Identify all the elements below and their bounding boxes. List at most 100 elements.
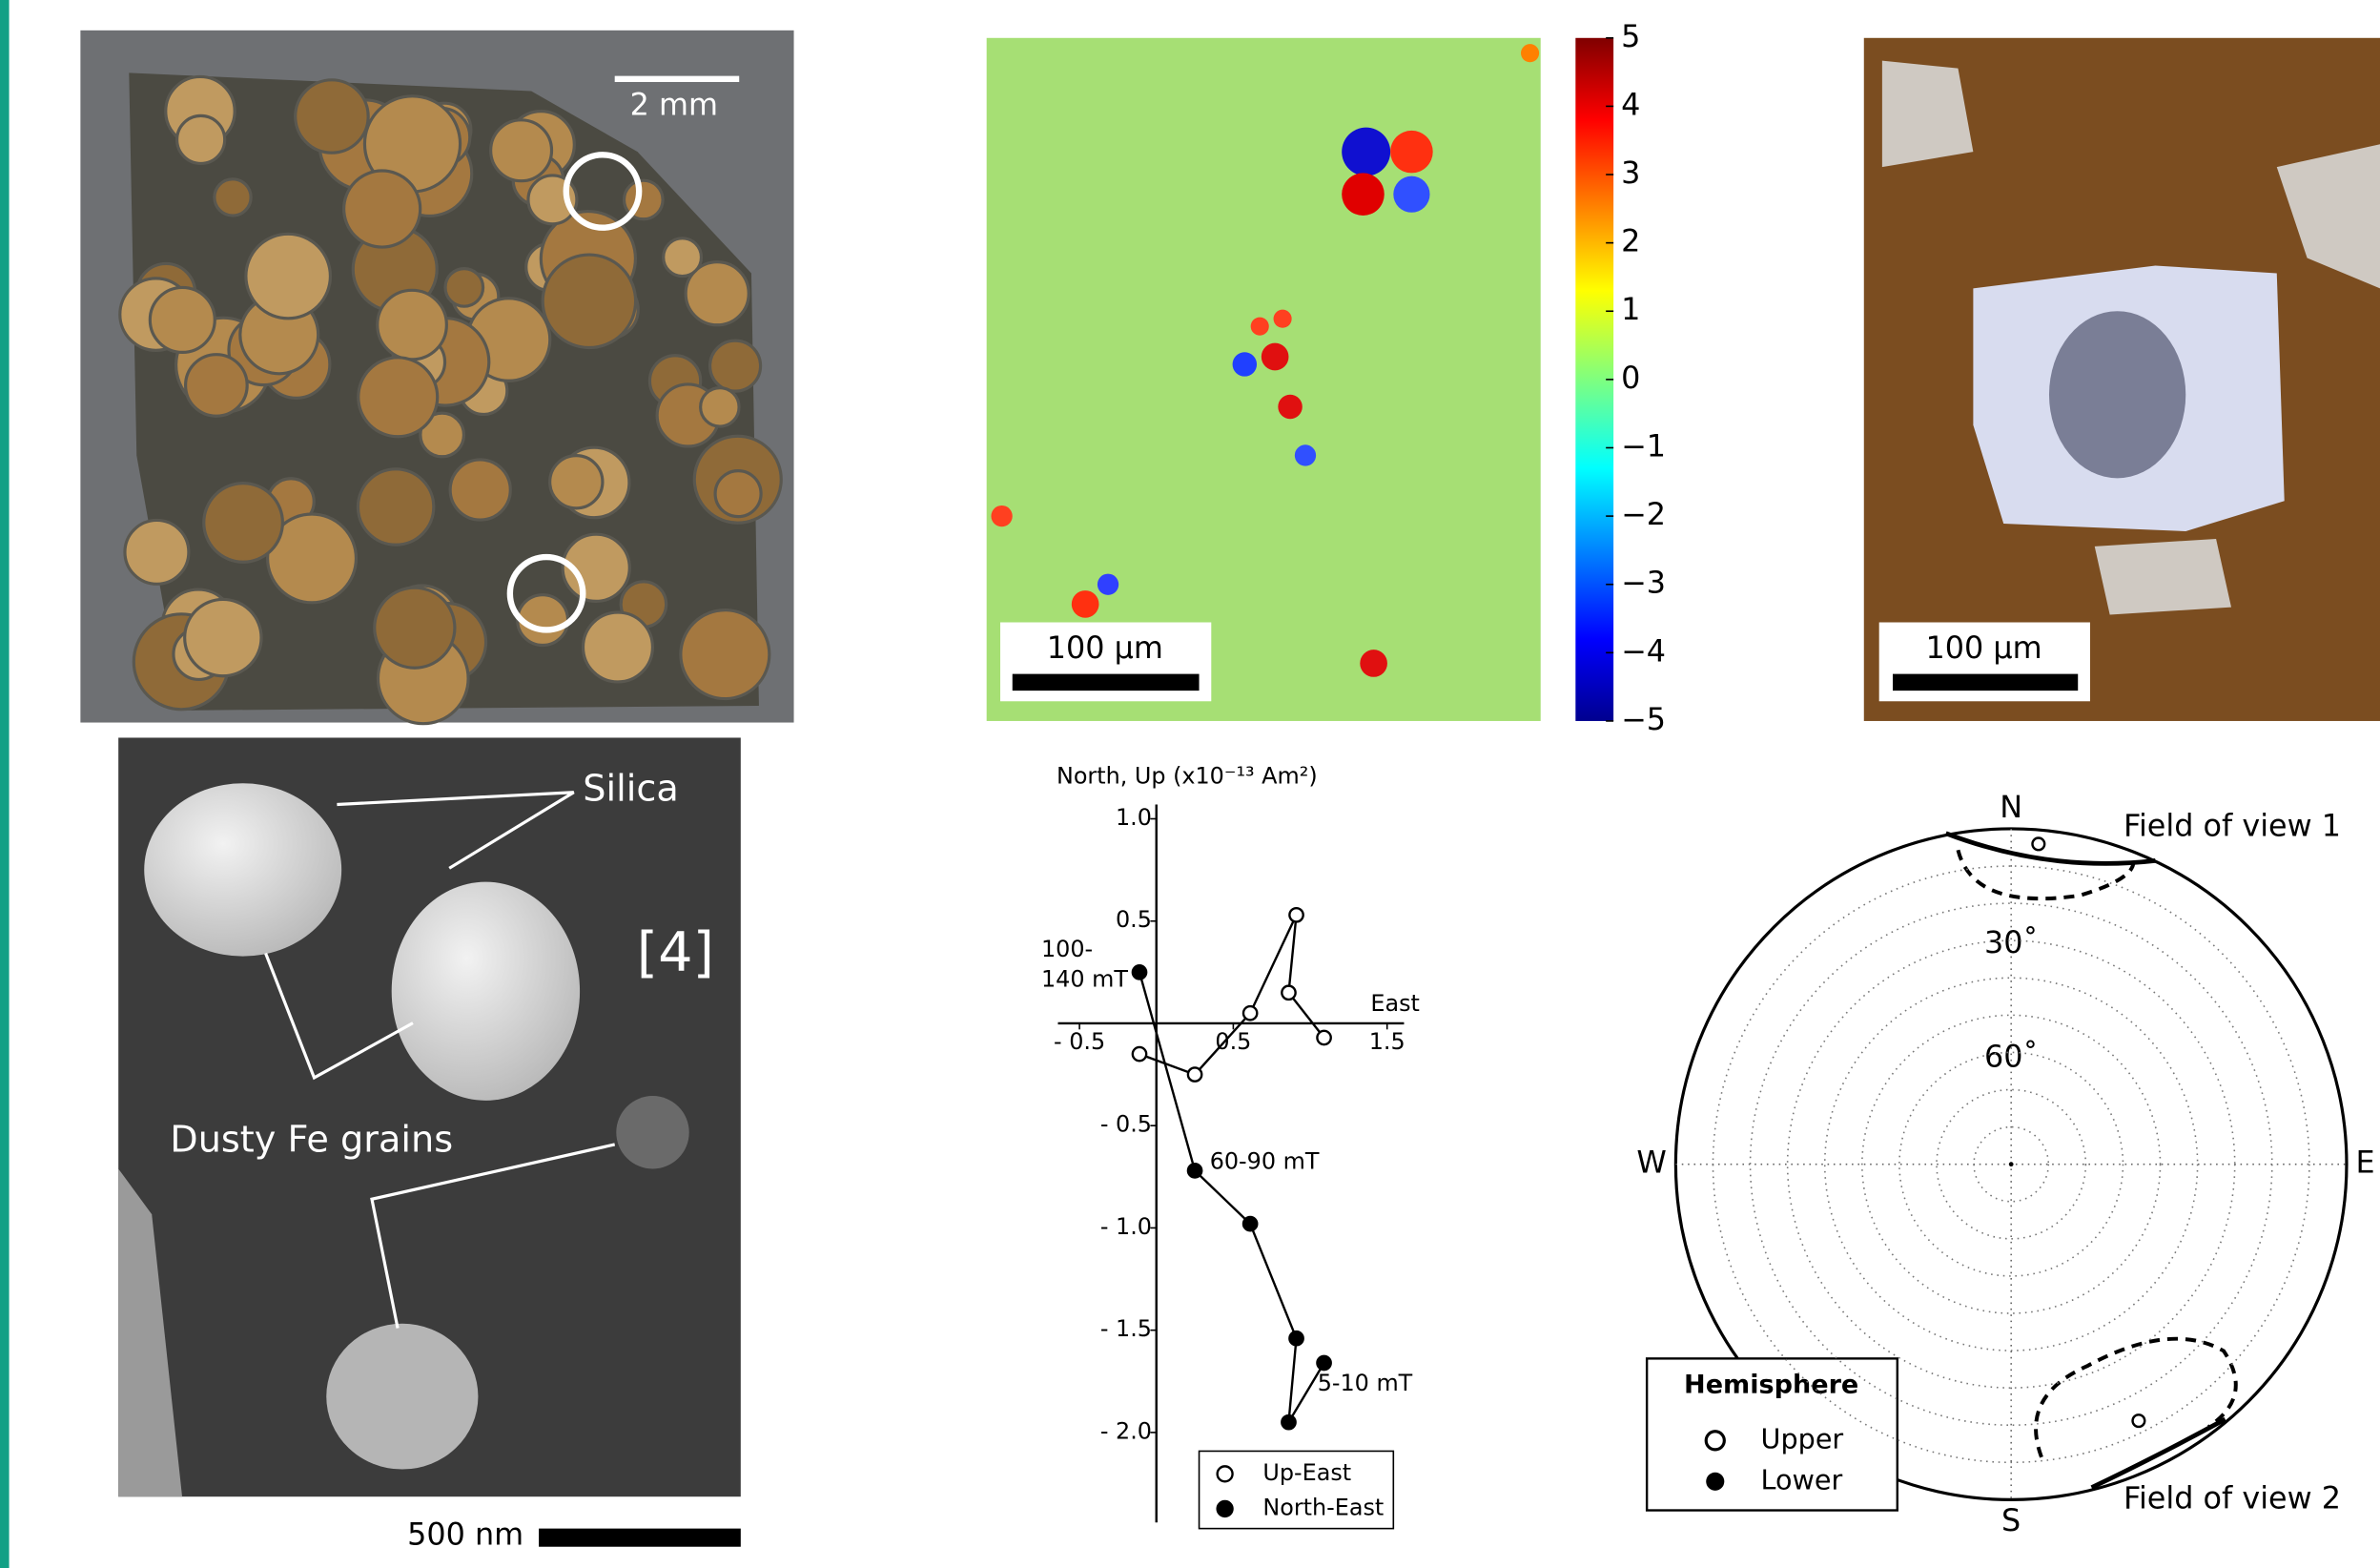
- center: [2008, 1162, 2014, 1167]
- ring-label: 60˚: [1984, 1038, 2038, 1074]
- chondrule: [419, 411, 466, 459]
- legend-marker: [1704, 1430, 1726, 1452]
- chondrule: [175, 113, 227, 166]
- chondrule: [376, 288, 448, 361]
- label: [4]: [637, 920, 714, 984]
- chondrule: [541, 253, 638, 350]
- y-tick-label: - 1.0: [1100, 1213, 1152, 1240]
- silica-grain: [144, 783, 342, 957]
- leader-lines: [264, 791, 616, 1329]
- field-map: [986, 37, 1541, 721]
- sem-edge: [118, 1168, 183, 1497]
- side-strip: [0, 0, 10, 1568]
- data-point: [1316, 1029, 1332, 1046]
- legend-title: Hemisphere: [1684, 1371, 1858, 1400]
- annotation: 60-90 mT: [1210, 1148, 1320, 1175]
- data-point: [1316, 1354, 1332, 1372]
- colorbar-ticks: 5 4 3 2 1 0 −1 −2 −3 −4 −5: [1606, 18, 1666, 737]
- ring-label: 30˚: [1984, 924, 2038, 960]
- chondrule: [148, 285, 216, 354]
- data-point: [1186, 1163, 1203, 1179]
- chondrule: [123, 518, 191, 586]
- silica-grain: [391, 881, 581, 1101]
- x-tick-label: - 0.5: [1054, 1028, 1105, 1055]
- direction-point: [2031, 836, 2046, 852]
- legend-box: [1198, 1450, 1395, 1530]
- label: Dusty Fe grains: [170, 1119, 453, 1161]
- direction-label: N: [2000, 789, 2022, 825]
- chondrule: [356, 467, 436, 547]
- data-point: [1241, 1215, 1259, 1232]
- graticule: [1973, 1125, 2050, 1203]
- colorbar-tick-label: −2: [1621, 496, 1666, 532]
- scale-bar: [539, 1528, 741, 1547]
- graticule: [1861, 1014, 2162, 1314]
- series-line: [1139, 914, 1325, 1076]
- chondrule: [202, 482, 284, 564]
- graticule: [1749, 902, 2273, 1427]
- colorbar-tick-label: 2: [1621, 223, 1640, 259]
- chondrule: [448, 458, 512, 522]
- y-axis-label: North, Up (x10⁻¹³ Am²): [1057, 762, 1318, 789]
- map-anomalies: [991, 44, 1540, 677]
- chondrule: [357, 356, 440, 439]
- chondrule: [213, 177, 253, 217]
- chondrule: [294, 78, 370, 155]
- x-tick-label: 1.5: [1369, 1028, 1405, 1055]
- legend-label: Up-East: [1262, 1459, 1351, 1486]
- chondrule: [266, 512, 359, 605]
- legend-box: [1645, 1357, 1898, 1512]
- field-of-view: [1944, 831, 2156, 866]
- chondrule: [489, 118, 554, 183]
- colorbar-tick-label: −5: [1621, 701, 1666, 737]
- legend-marker: [1216, 1465, 1234, 1483]
- colorbar-tick-label: 1: [1621, 291, 1640, 327]
- data-point: [1288, 906, 1304, 923]
- scale-label: 100 µm: [1047, 629, 1163, 666]
- annotation: 140 mT: [1041, 966, 1128, 993]
- y-tick-label: - 2.0: [1100, 1417, 1152, 1444]
- site-marker: [563, 152, 643, 231]
- chondrule: [581, 610, 655, 684]
- legend-marker: [1216, 1499, 1234, 1518]
- chondrule: [713, 469, 763, 519]
- legend-label: Lower: [1761, 1463, 1843, 1496]
- field-of-view: [1956, 849, 2136, 901]
- colorbar-tick-label: 3: [1621, 155, 1640, 191]
- data-point: [1288, 1330, 1304, 1347]
- field-of-view: [2090, 1416, 2226, 1490]
- legend-label: Upper: [1761, 1422, 1844, 1455]
- direction-label: E: [2356, 1145, 2375, 1181]
- legend-marker: [1706, 1472, 1725, 1491]
- colorbar-tick-label: 4: [1621, 86, 1640, 122]
- y-tick-label: - 0.5: [1100, 1111, 1152, 1138]
- chondrule: [699, 386, 741, 428]
- colorbar-tick-label: 0: [1621, 360, 1640, 396]
- legend-label: North-East: [1262, 1494, 1384, 1520]
- chondrule: [708, 339, 763, 393]
- annotation: 100-: [1041, 936, 1093, 962]
- direction-label: S: [2001, 1502, 2021, 1538]
- y-tick-label: 0.5: [1116, 906, 1152, 933]
- graticule: [1786, 939, 2236, 1389]
- fe-grain: [616, 1096, 689, 1169]
- data-point: [1131, 963, 1148, 980]
- graticule: [1823, 977, 2199, 1351]
- direction-point: [2131, 1413, 2146, 1429]
- graticule: [1936, 1088, 2087, 1240]
- chondrule: [373, 586, 457, 670]
- chondrule: [342, 169, 422, 249]
- data-point: [1241, 1004, 1259, 1021]
- site-marker: [506, 553, 586, 633]
- series-line: [1138, 972, 1325, 1423]
- scale-bar: [1012, 673, 1200, 691]
- zijderveld-plot: - 0.5 0.5 1.51.00.5- 0.5- 1.0- 1.5- 2.0Nor…: [1041, 762, 1420, 1530]
- colorbar-tick-label: 5: [1621, 18, 1640, 54]
- chondrule: [548, 454, 605, 510]
- stereonet: N E S W 30˚ 60˚ Field of view 1 Field of…: [1636, 789, 2374, 1538]
- y-tick-label: - 1.5: [1100, 1315, 1152, 1342]
- fe-grain: [326, 1323, 479, 1470]
- scale-bar: [1893, 673, 2079, 691]
- data-point: [1186, 1066, 1203, 1083]
